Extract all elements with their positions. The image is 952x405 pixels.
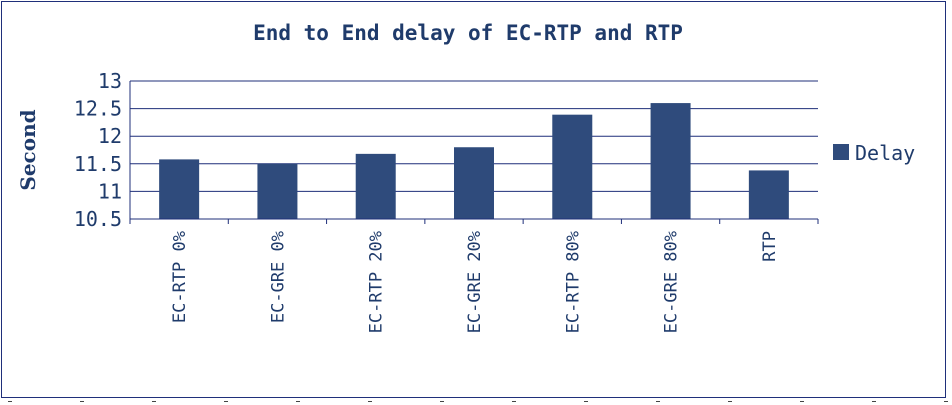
legend-swatch	[833, 144, 849, 160]
edge-mark	[656, 401, 660, 402]
y-tick-label: 10.5	[74, 207, 122, 231]
edge-mark	[152, 401, 156, 402]
edge-mark	[800, 401, 804, 402]
bar	[748, 170, 789, 219]
edge-mark	[944, 401, 948, 402]
bar	[454, 147, 494, 219]
grid-lines	[129, 80, 819, 224]
x-category-label: EC-RTP 80%	[563, 231, 583, 333]
y-tick-label: 13	[98, 69, 122, 93]
edge-mark	[224, 401, 228, 402]
bar	[552, 114, 593, 219]
x-category-label: RTP	[760, 231, 780, 262]
edge-mark	[512, 401, 516, 402]
edge-mark	[584, 401, 588, 402]
x-category-label: EC-GRE 0%	[268, 231, 288, 323]
x-category-labels: EC-RTP 0% EC-GRE 0% EC-RTP 20% EC-GRE 20% EC…	[170, 231, 780, 333]
bar	[355, 153, 396, 219]
x-category-label: EC-RTP 0%	[170, 231, 190, 323]
bar	[650, 103, 691, 219]
x-category-label: EC-RTP 20%	[367, 231, 387, 333]
edge-mark	[368, 401, 372, 402]
edge-mark	[440, 401, 444, 402]
y-tick-labels: 10.5 11 11.5 12 12.5 13	[74, 69, 122, 231]
edge-mark	[872, 401, 876, 402]
y-tick-label: 11.5	[74, 152, 122, 176]
x-category-label: EC-GRE 20%	[465, 231, 485, 333]
chart-title: End to End delay of EC-RTP and RTP	[253, 21, 683, 45]
y-tick-label: 12	[98, 124, 122, 148]
edge-mark	[728, 401, 732, 402]
y-tick-label: 12.5	[74, 97, 122, 121]
bottom-edge-marks	[8, 401, 948, 402]
x-category-label: EC-GRE 80%	[662, 231, 682, 333]
bars	[159, 103, 789, 219]
bar	[257, 163, 298, 219]
bar	[159, 159, 200, 219]
edge-mark	[296, 401, 300, 402]
legend: Delay	[833, 141, 915, 165]
chart-frame	[1, 1, 946, 398]
edge-mark	[80, 401, 84, 402]
y-tick-label: 11	[98, 179, 122, 203]
edge-mark	[8, 401, 12, 402]
y-axis-label: Second	[16, 109, 40, 190]
legend-label: Delay	[855, 141, 915, 165]
